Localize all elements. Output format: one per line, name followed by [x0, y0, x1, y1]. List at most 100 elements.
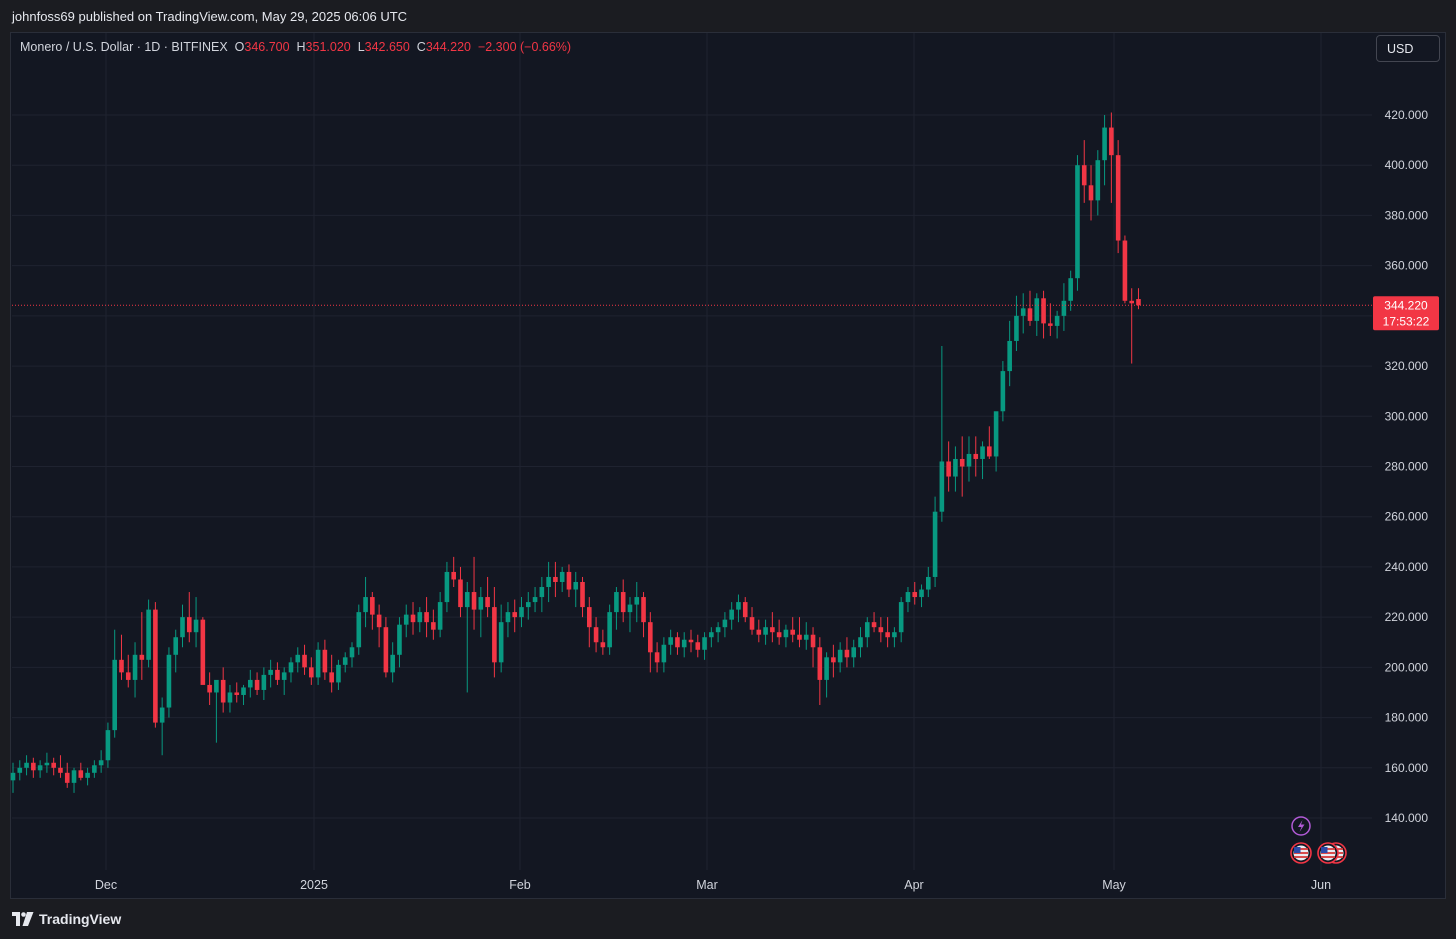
flag-stripe	[1321, 852, 1335, 854]
candle-body	[71, 770, 77, 783]
candle-body	[92, 765, 97, 773]
candle-body	[1088, 185, 1094, 201]
candle-body	[688, 639, 694, 643]
candle-body	[1000, 371, 1006, 412]
tradingview-logo[interactable]: TradingView	[12, 911, 121, 927]
candle-body	[186, 617, 192, 633]
candle-body	[309, 667, 314, 678]
candle-body	[139, 654, 145, 660]
candle-body	[417, 612, 423, 623]
candle-body	[44, 762, 50, 766]
candle-body	[580, 581, 585, 608]
candle-body	[444, 571, 450, 603]
candle-body	[424, 612, 429, 623]
y-tick-label: 220.000	[1385, 610, 1429, 624]
flag-stripe	[1321, 848, 1335, 850]
candle-body	[105, 730, 111, 761]
candle-body	[953, 458, 958, 477]
candle-body	[119, 659, 124, 673]
candle-body	[987, 446, 992, 457]
candle-body	[505, 612, 511, 623]
flag-stripe	[1294, 848, 1308, 850]
candle-body	[736, 602, 741, 610]
tradingview-logo-icon	[12, 912, 34, 926]
candle-body	[295, 654, 301, 663]
candle-body	[51, 762, 56, 768]
candle-body	[973, 453, 979, 459]
candle-body	[980, 446, 985, 459]
candle-body	[322, 649, 328, 673]
candle-body	[803, 634, 809, 640]
candle-body	[932, 511, 938, 577]
candle-body	[1136, 299, 1141, 306]
candle-body	[546, 576, 551, 588]
candle-body	[458, 579, 463, 608]
candle-body	[336, 664, 341, 683]
candle-body	[78, 770, 84, 778]
high-label: H	[296, 40, 306, 54]
y-tick-label: 420.000	[1385, 108, 1429, 122]
candle-body	[1122, 240, 1128, 301]
candle-body	[180, 617, 185, 638]
brand-name: TradingView	[39, 911, 122, 927]
candle-body	[668, 637, 673, 645]
candle-body	[749, 617, 755, 630]
candle-body	[64, 772, 70, 783]
candle-body	[1027, 308, 1033, 321]
candle-body	[241, 687, 246, 695]
candle-body	[600, 642, 606, 648]
candle-body	[1115, 155, 1121, 241]
candle-body	[919, 589, 924, 598]
candle-body	[519, 607, 524, 618]
candle-body	[1054, 315, 1060, 326]
candle-body	[125, 672, 131, 680]
candle-body	[1020, 308, 1026, 316]
candle-body	[770, 627, 775, 633]
candle-body	[329, 672, 334, 683]
candle-body	[837, 649, 843, 663]
y-tick-label: 160.000	[1385, 761, 1429, 775]
candle-body	[905, 592, 911, 603]
candle-body	[281, 672, 287, 680]
lightning-glyph	[1298, 820, 1305, 832]
candle-body	[627, 604, 633, 613]
candle-body	[37, 765, 43, 771]
candle-body	[878, 627, 884, 633]
candle-body	[1095, 160, 1101, 201]
candle-body	[349, 647, 355, 658]
candle-body	[437, 602, 443, 630]
symbol-label[interactable]: Monero / U.S. Dollar · 1D · BITFINEX	[20, 40, 228, 54]
candle-body	[851, 647, 857, 658]
y-tick-label: 360.000	[1385, 259, 1429, 273]
candle-body	[410, 614, 416, 623]
candle-body	[1129, 300, 1134, 304]
candle-body	[1068, 278, 1073, 301]
candle-body	[898, 602, 904, 633]
candle-body	[485, 597, 490, 608]
candle-body	[966, 453, 972, 467]
candle-body	[566, 571, 572, 590]
candle-body	[471, 592, 477, 610]
y-tick-label: 260.000	[1385, 510, 1429, 524]
candle-body	[112, 659, 117, 731]
candle-body	[946, 461, 951, 477]
candle-body	[261, 674, 267, 690]
x-tick-label: May	[1102, 878, 1126, 892]
y-tick-label: 320.000	[1385, 359, 1429, 373]
candle-body	[844, 649, 850, 658]
candle-body	[722, 619, 728, 628]
candle-body	[1048, 323, 1053, 326]
high-value: 351.020	[305, 40, 351, 54]
candle-body	[98, 760, 104, 766]
candle-body	[939, 461, 945, 512]
flag-stripe	[1294, 852, 1308, 854]
candle-body	[912, 592, 918, 598]
candle-body	[315, 649, 321, 678]
y-tick-label: 380.000	[1385, 208, 1429, 222]
chart-pane[interactable]	[10, 32, 1446, 899]
candle-body	[17, 767, 23, 773]
x-tick-label: Feb	[509, 878, 531, 892]
currency-button[interactable]: USD	[1376, 35, 1440, 62]
y-tick-label: 240.000	[1385, 560, 1429, 574]
